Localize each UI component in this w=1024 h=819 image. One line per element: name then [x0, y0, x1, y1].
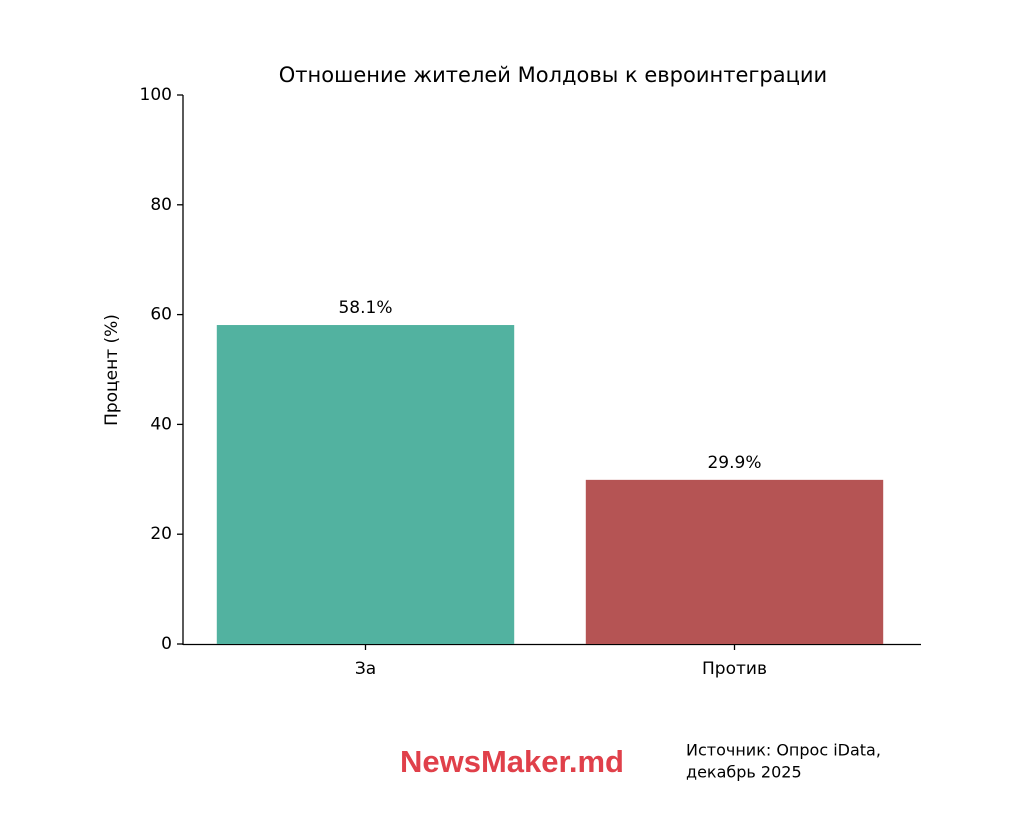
value-label: 29.9% — [707, 453, 761, 473]
x-tick-label: За — [355, 659, 376, 679]
y-tick-label: 60 — [150, 305, 172, 325]
logo: NewsMaker.md — [400, 744, 624, 779]
bar — [585, 479, 884, 644]
source-text: декабрь 2025 — [686, 763, 802, 782]
x-tick-label: Против — [702, 659, 767, 679]
y-tick-label: 40 — [150, 414, 172, 434]
y-tick-label: 100 — [140, 85, 172, 105]
y-tick-label: 20 — [150, 524, 172, 544]
y-axis-label: Процент (%) — [102, 314, 122, 426]
bar — [216, 325, 515, 644]
value-label: 58.1% — [338, 298, 392, 318]
y-tick-label: 0 — [161, 634, 172, 654]
y-tick-label: 80 — [150, 195, 172, 215]
source-text: Источник: Опрос iData, — [686, 741, 881, 760]
chart-title: Отношение жителей Молдовы к евроинтеграц… — [279, 63, 827, 87]
